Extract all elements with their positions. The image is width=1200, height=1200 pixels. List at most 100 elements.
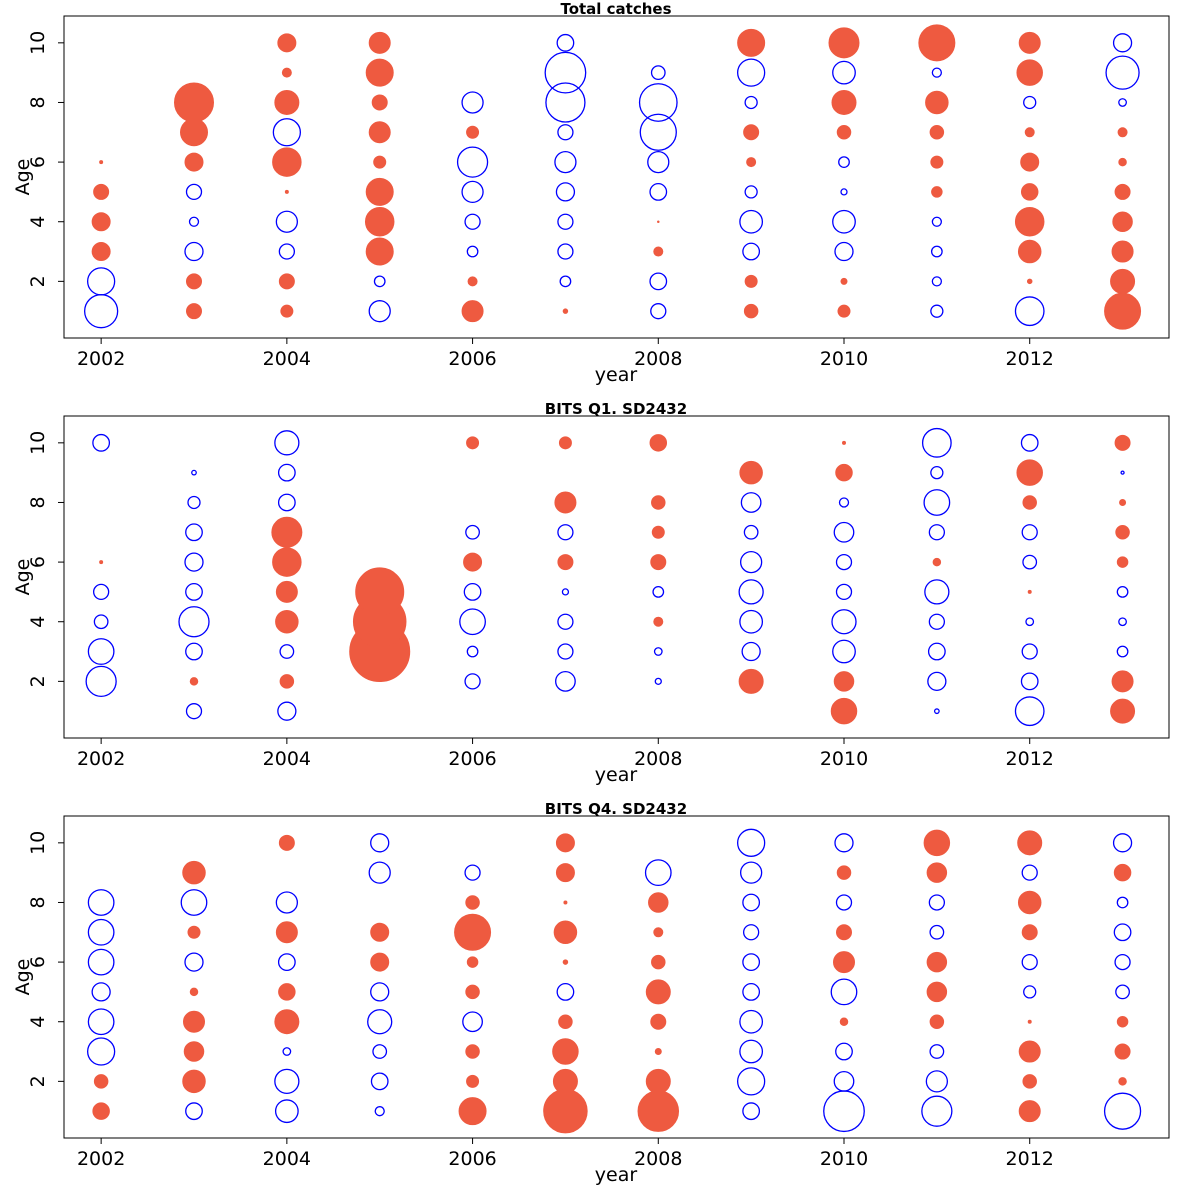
bubble-positive <box>1110 268 1136 294</box>
bubble-positive <box>653 246 664 257</box>
bubble-negative <box>91 982 111 1002</box>
bubble-negative <box>83 294 119 329</box>
bubble-positive <box>275 921 298 944</box>
bubble-positive <box>926 951 948 973</box>
bubble-negative <box>279 644 295 659</box>
bubble-positive <box>932 557 942 567</box>
bubble-negative <box>835 553 853 571</box>
bubble-negative <box>86 1037 116 1066</box>
bubble-negative <box>187 495 201 510</box>
bubble-positive <box>274 89 300 115</box>
bubble-negative <box>638 83 678 122</box>
bubble-negative <box>185 523 203 542</box>
bubble-negative <box>739 209 764 234</box>
bubble-negative <box>1023 95 1037 110</box>
bubble-positive <box>653 616 664 627</box>
bubble-negative <box>650 303 667 320</box>
bubble-positive <box>925 90 949 115</box>
bubble-negative <box>925 1070 949 1093</box>
bubble-negative <box>921 427 952 458</box>
y-tick-label: 2 <box>27 275 49 287</box>
bubble-negative <box>184 552 204 572</box>
bubble-negative <box>462 1011 483 1033</box>
bubble-positive <box>1024 127 1035 138</box>
y-axis-label: Age <box>12 159 34 196</box>
bubble-negative <box>370 982 390 1002</box>
bubble-negative <box>282 1047 292 1056</box>
y-tick-label: 6 <box>27 956 49 968</box>
bubble-negative <box>1022 554 1038 570</box>
bubble-positive <box>1022 1074 1037 1089</box>
bubble-negative <box>184 952 204 972</box>
bubble-negative <box>652 586 665 598</box>
bubble-negative <box>930 304 944 318</box>
bubble-positive <box>743 124 760 141</box>
bubble-positive <box>186 273 202 290</box>
bubble-negative <box>834 833 854 853</box>
bubble-negative <box>93 614 109 630</box>
bubble-negative <box>653 647 663 656</box>
bubble-positive <box>275 580 298 603</box>
bubble-positive <box>278 273 295 290</box>
bubble-negative <box>1116 896 1129 909</box>
bubble-positive <box>1116 1015 1129 1028</box>
bubble-negative <box>833 1070 855 1092</box>
bubble-negative <box>639 113 677 151</box>
bubble-negative <box>557 643 574 660</box>
bubble-negative <box>185 703 203 720</box>
bubble-negative <box>87 889 115 916</box>
bubble-negative <box>835 1042 853 1061</box>
bubble-positive <box>1118 157 1127 167</box>
bubble-negative <box>1114 953 1131 971</box>
bubble-negative <box>835 583 853 601</box>
x-axis: 2002 2004 2006 2008 2010 2012 <box>77 1138 1054 1170</box>
bubble-negative <box>275 210 299 233</box>
bubble-negative <box>275 891 299 914</box>
bubble-positive <box>174 82 214 123</box>
bubble-positive <box>99 560 104 565</box>
bubble-negative <box>744 185 758 199</box>
x-tick-label: 2012 <box>1006 348 1054 370</box>
bubble-positive <box>552 1068 578 1094</box>
bubble-negative <box>368 300 391 323</box>
bubble-positive <box>275 609 299 634</box>
bubble-negative <box>272 118 302 147</box>
bubble-positive <box>1026 278 1033 285</box>
bubble-negative <box>739 550 763 574</box>
bubble-positive <box>1017 830 1043 856</box>
bubble-positive <box>836 125 852 140</box>
bubble-negative <box>463 583 482 601</box>
bubble-negative <box>178 606 210 638</box>
bubble-positive <box>746 157 757 168</box>
bubble-positive <box>368 31 391 54</box>
x-tick-label: 2008 <box>634 1148 682 1170</box>
bubble-negative <box>929 924 945 940</box>
bubble-positive <box>923 829 951 857</box>
x-tick-label: 2012 <box>1006 1148 1054 1170</box>
bubble-negative <box>180 889 208 916</box>
bubble-positive <box>1021 924 1038 941</box>
bubble-positive <box>277 33 297 53</box>
bubble-positive <box>1018 1100 1041 1123</box>
bubble-positive <box>1027 1019 1032 1024</box>
bubble-positive <box>272 547 302 577</box>
bubble-positive <box>1113 863 1132 882</box>
bubble-negative <box>742 983 761 1001</box>
panel-bits-q1: BITS Q1. SD2432 2002 2004 2006 2008 2010 2012… <box>12 400 1170 786</box>
y-tick-label: 2 <box>27 675 49 687</box>
y-axis: 2 4 6 8 10 <box>27 31 64 287</box>
bubble-negative <box>1014 296 1045 327</box>
bubble-negative <box>739 861 763 884</box>
x-tick-label: 2008 <box>634 748 682 770</box>
bubble-positive <box>1017 890 1042 915</box>
panel-title: BITS Q4. SD2432 <box>545 800 687 818</box>
bubble-negative <box>92 433 111 452</box>
bubble-positive <box>645 1068 671 1094</box>
bubble-positive <box>1104 292 1142 330</box>
bubble-negative <box>930 465 944 480</box>
bubble-positive <box>467 276 478 287</box>
bubble-negative <box>1021 643 1038 660</box>
bubble-positive <box>836 865 852 880</box>
bubble-negative <box>461 180 484 204</box>
bubble-positive <box>1110 698 1136 724</box>
